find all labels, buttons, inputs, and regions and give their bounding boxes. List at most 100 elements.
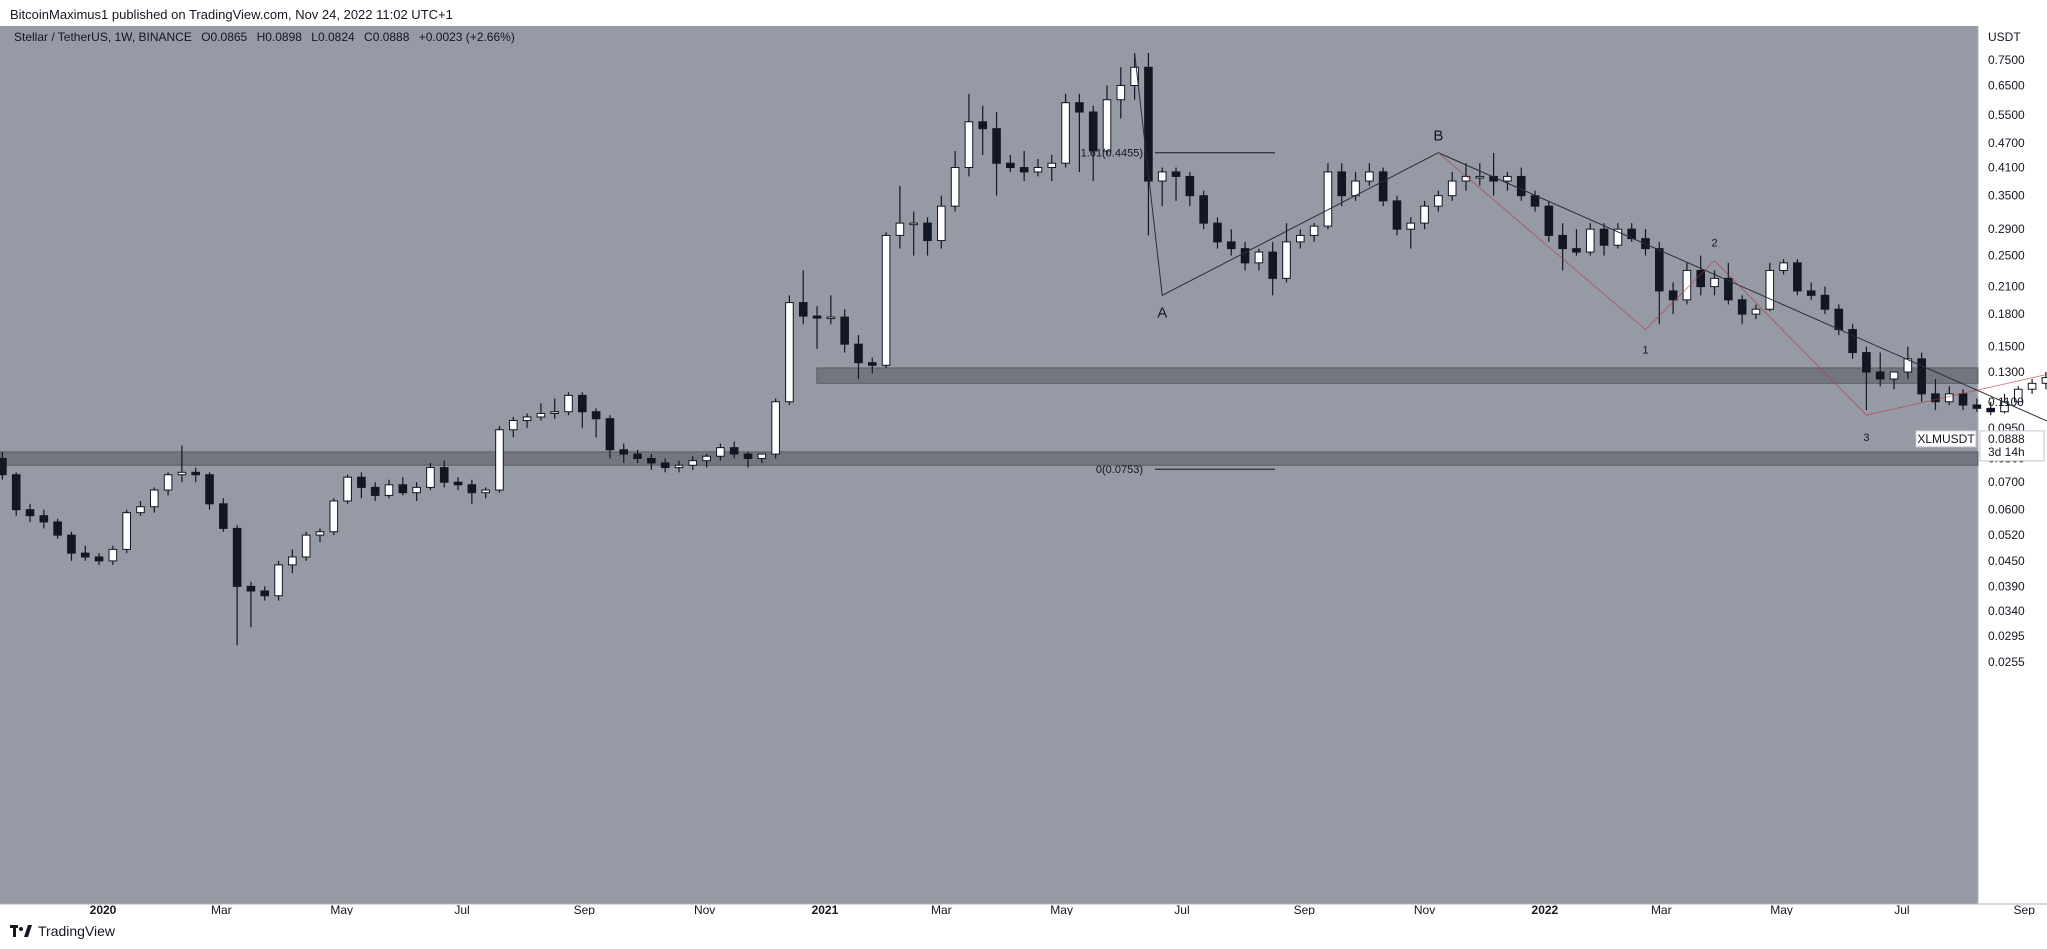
candle: [1116, 67, 1126, 119]
candle: [53, 518, 62, 539]
candle: [702, 454, 711, 468]
candle: [1944, 386, 1954, 406]
candle-body: [1116, 84, 1126, 101]
candle-body: [1019, 167, 1029, 173]
candle-body: [370, 486, 380, 496]
legend-text: Stellar / TetherUS, 1W, BINANCE O0.0865 …: [14, 30, 515, 44]
candle: [1213, 217, 1222, 249]
candle-body: [1309, 225, 1319, 236]
candle: [288, 549, 297, 574]
time-tick-label: May: [330, 903, 353, 915]
candle: [1296, 229, 1305, 249]
subwave-label-2: 2: [1711, 238, 1717, 250]
candle: [1337, 163, 1347, 207]
subwave-label-1: 1: [1642, 345, 1648, 357]
candle-body: [1793, 262, 1802, 292]
candle: [909, 211, 918, 256]
candle: [1737, 295, 1747, 325]
candle: [1240, 241, 1250, 271]
candle: [1765, 262, 1775, 312]
time-tick-label: May: [1770, 903, 1793, 915]
price-tick-label: 0.1100: [1988, 395, 2024, 409]
candle: [343, 474, 352, 504]
candle: [564, 392, 573, 416]
candle: [1365, 163, 1374, 186]
fib-level-label-2: 0(0.0753): [1096, 464, 1143, 476]
candle: [1544, 200, 1554, 242]
candle: [688, 456, 698, 470]
candle-body: [1585, 228, 1595, 253]
candle-body: [1061, 102, 1070, 164]
candle: [1171, 167, 1181, 201]
candle: [605, 415, 615, 459]
price-tick-label: 0.3500: [1988, 189, 2025, 203]
candle: [1862, 346, 1871, 411]
candle: [370, 482, 380, 501]
candle-body: [1558, 234, 1567, 250]
candle-body: [260, 590, 270, 597]
candle-body: [1171, 171, 1181, 177]
price-tick-label: 0.5500: [1988, 108, 2025, 122]
tradingview-logo-icon: [10, 925, 32, 937]
price-tick-label: 0.0700: [1988, 475, 2025, 489]
candle-body: [771, 401, 780, 455]
candle: [274, 560, 283, 601]
candle: [1088, 105, 1098, 182]
price-chart[interactable]: 1.61(0.4455)0(0.0753)ABC12345 USDT0.7500…: [0, 26, 2047, 915]
price-tick-label: 0.4100: [1988, 161, 2025, 175]
candle: [1627, 223, 1636, 242]
candle-body: [1088, 111, 1098, 152]
candle-body: [757, 453, 767, 459]
candle-body: [1544, 205, 1554, 236]
candle-body: [1613, 228, 1623, 246]
candle-body: [1737, 299, 1747, 315]
candle-body: [2027, 382, 2037, 390]
candle: [578, 392, 587, 428]
price-tick-label: 0.2100: [1988, 280, 2025, 294]
candle-body: [702, 455, 711, 462]
impulse-wave-line: [1438, 152, 2047, 416]
candle: [1599, 223, 1609, 256]
candle: [384, 479, 394, 499]
candle-body: [1144, 66, 1153, 182]
legend-close: 0.0888: [373, 30, 410, 44]
candle-body: [660, 462, 670, 469]
candle-body: [1572, 248, 1581, 253]
candle-body: [1157, 171, 1167, 182]
candle: [1199, 190, 1208, 230]
tradingview-brand[interactable]: TradingView: [10, 923, 115, 939]
candle: [191, 467, 201, 483]
candle: [67, 531, 76, 561]
price-tick-label: 0.0255: [1988, 655, 2025, 669]
price-tick-label: 0.0520: [1988, 528, 2025, 542]
fib-level-label-1: 1.61(0.4455): [1081, 148, 1143, 160]
candle: [522, 413, 532, 428]
candle: [39, 509, 49, 529]
candle-body: [1751, 308, 1761, 315]
candle-body: [1365, 171, 1374, 182]
candle-body: [219, 503, 228, 529]
candle: [495, 425, 504, 493]
candle: [11, 472, 21, 516]
candle-body: [1337, 171, 1347, 197]
candle: [729, 441, 739, 459]
candle: [1972, 398, 1982, 412]
candle-body: [467, 484, 477, 494]
candle-body: [163, 474, 173, 491]
candle-body: [136, 506, 145, 514]
wave-label-B: B: [1433, 128, 1443, 145]
candle-body: [1268, 251, 1277, 279]
candle: [1875, 352, 1885, 387]
candle-body: [1199, 195, 1208, 224]
candle-body: [674, 464, 684, 469]
candle: [1793, 259, 1802, 296]
candle: [1061, 93, 1070, 168]
candle: [660, 458, 670, 473]
price-tick-label: 0.6500: [1988, 78, 2025, 92]
candle: [798, 270, 808, 325]
candle: [2027, 378, 2037, 394]
price-axis-panel[interactable]: [1978, 26, 2047, 904]
candle: [867, 357, 877, 374]
candle: [950, 150, 960, 212]
